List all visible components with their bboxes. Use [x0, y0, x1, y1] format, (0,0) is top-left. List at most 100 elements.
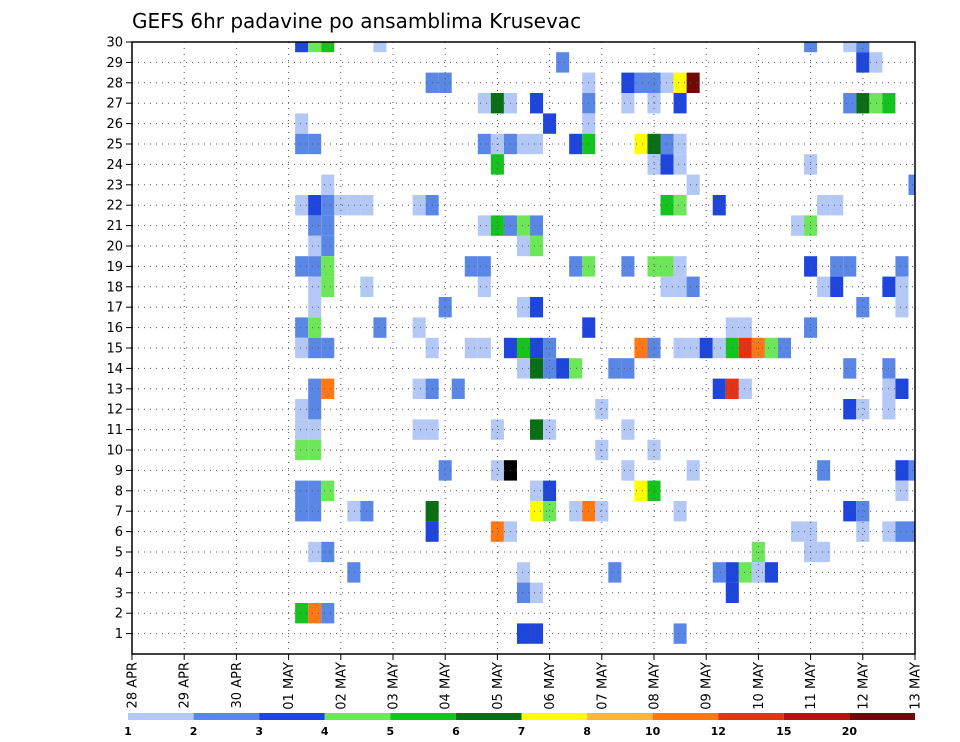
heatmap-cell [490, 154, 504, 175]
heatmap-cell [777, 337, 792, 359]
y-tick-label: 26 [106, 117, 123, 132]
heatmap-cell [660, 276, 674, 297]
heatmap-cell [530, 480, 544, 501]
heatmap-cell [660, 256, 674, 277]
heatmap-cell [516, 562, 531, 583]
heatmap-cell [830, 195, 844, 216]
heatmap-cell [712, 337, 726, 359]
heatmap-cell [308, 195, 322, 216]
heatmap-cell [673, 195, 687, 216]
y-tick-label: 14 [106, 362, 123, 377]
heatmap-cell [308, 439, 322, 461]
heatmap-cell [308, 256, 322, 277]
heatmap-cell [530, 358, 544, 379]
x-axis: 28 APR 29 APR 30 APR 01 MAY 02 MAY 03 MAY 04 M… [126, 654, 924, 710]
heatmap-cell [621, 358, 635, 379]
heatmap-cell [634, 337, 648, 359]
colorbar-label: 2 [190, 725, 198, 738]
heatmap-cell [516, 337, 531, 359]
heatmap-cell [764, 337, 778, 359]
heatmap-cell [673, 501, 687, 522]
heatmap-cell [738, 378, 752, 399]
heatmap-cell [712, 195, 726, 216]
y-tick-label: 27 [106, 97, 123, 112]
y-tick-label: 12 [106, 403, 123, 418]
heatmap-cell [373, 317, 387, 338]
heatmap-cell [543, 113, 557, 134]
x-tick-label: 01 MAY [282, 662, 297, 710]
heatmap-cell [295, 419, 309, 440]
heatmap-cell [686, 72, 700, 93]
heatmap-cell [412, 419, 426, 440]
heatmap-cell [673, 154, 687, 175]
heatmap-cell [321, 174, 335, 195]
heatmap-cell [830, 256, 844, 277]
heatmap-cell [673, 256, 687, 277]
heatmap-cell [895, 521, 909, 542]
heatmap-cell [660, 154, 674, 175]
heatmap-cell [673, 276, 687, 297]
heatmap-cell [308, 235, 322, 257]
heatmap-cell [321, 276, 335, 297]
heatmap-cell [464, 337, 478, 359]
y-tick-label: 24 [106, 158, 123, 173]
heatmap-cell [595, 399, 609, 420]
colorbar-swatch [193, 713, 260, 720]
heatmap-cell [490, 93, 504, 114]
heatmap-cell [556, 358, 570, 379]
heatmap-cell [321, 603, 335, 624]
heatmap-cell [373, 42, 387, 53]
heatmap-cell [464, 256, 478, 277]
heatmap-cell [569, 358, 583, 379]
heatmap-cell [490, 521, 504, 542]
colorbar-swatch [652, 713, 719, 720]
heatmap-cell [321, 256, 335, 277]
heatmap-cell [530, 215, 544, 236]
x-tick-label: 13 MAY [909, 662, 924, 710]
heatmap-cell [412, 378, 426, 399]
colorbar-label: 4 [321, 725, 329, 738]
heatmap-cell [856, 501, 870, 522]
heatmap-cell [843, 399, 857, 420]
colorbar-swatch [128, 713, 194, 720]
heatmap-cell [321, 195, 335, 216]
heatmap-cell [438, 297, 452, 318]
heatmap-cell [308, 317, 322, 338]
heatmap-cell [908, 460, 915, 481]
heatmap-cell [530, 133, 544, 155]
heatmap-cell [295, 480, 309, 501]
heatmap-cell [321, 541, 335, 563]
heatmap-cell [530, 501, 544, 522]
x-tick-label: 04 MAY [439, 662, 454, 710]
heatmap-cell [856, 42, 870, 53]
colorbar-label: 6 [452, 725, 460, 738]
heatmap-cell [791, 521, 805, 542]
heatmap-cell [869, 52, 883, 73]
colorbar-label: 20 [842, 725, 858, 738]
heatmap-cell [569, 501, 583, 522]
heatmap-cell [530, 419, 544, 440]
heatmap-cell [412, 195, 426, 216]
y-tick-label: 11 [106, 423, 123, 438]
heatmap-cell [490, 215, 504, 236]
heatmap-cell [477, 276, 491, 297]
heatmap-cell [308, 603, 322, 624]
heatmap-cell [295, 256, 309, 277]
colorbar-label: 3 [255, 725, 263, 738]
y-tick-label: 3 [115, 586, 123, 601]
heatmap-cell [660, 195, 674, 216]
heatmap-cell [295, 42, 309, 53]
heatmap-cell [321, 337, 335, 359]
heatmap-cell [347, 562, 361, 583]
x-tick-label: 08 MAY [648, 662, 663, 710]
colorbar-label: 10 [645, 725, 661, 738]
heatmap-cell [556, 52, 570, 73]
heatmap-cell [673, 72, 687, 93]
y-tick-label: 4 [115, 566, 123, 581]
heatmap-cell [308, 133, 322, 155]
heatmap-cell [804, 42, 818, 53]
heatmap-cell [308, 419, 322, 440]
heatmap-cell [321, 378, 335, 399]
heatmap-cell [856, 93, 870, 114]
heatmap-cell [308, 42, 322, 53]
